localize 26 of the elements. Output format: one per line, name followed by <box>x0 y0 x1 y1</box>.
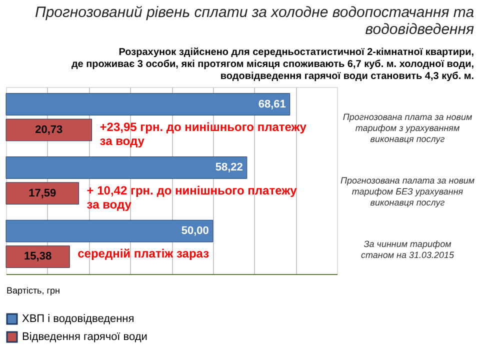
text: Розрахунок здійснено для середньостатистичної 2-кімнатної квартири, <box>118 47 474 58</box>
bar <box>6 156 248 179</box>
text: Прогнозований рівень сплати за холодне водопостачання та <box>34 4 474 21</box>
x-axis-title: Вартість, грн <box>6 286 60 296</box>
data-label: 68,61 <box>258 98 286 110</box>
bar <box>6 118 92 142</box>
annotation: середній платіж зараз <box>78 246 210 261</box>
data-label: 50,00 <box>181 225 209 238</box>
text: водовідведення гарячої води становить 4,3 куб. м. <box>220 71 474 82</box>
y-tick-label: За чинним тарифом станом на 31.03.2015 <box>360 238 456 260</box>
legend-label: Відведення гарячої води <box>22 331 148 343</box>
text: де проживає 3 особи, які протягом місяця споживають 6,7 куб. м. холодної води, <box>71 59 474 70</box>
bar <box>6 93 290 116</box>
data-label: 17,59 <box>28 187 56 200</box>
bar <box>6 182 80 205</box>
data-label: 15,38 <box>24 250 52 263</box>
legend-label: ХВП і водовідведення <box>22 313 134 325</box>
data-label: 58,22 <box>215 162 243 174</box>
annotation: +23,95 грн. до нинішнього платежу за воду <box>100 120 307 148</box>
y-tick-label: Прогнозована палата за новим тарифом БЕЗ урахування виконавця послуг <box>340 176 475 208</box>
bar <box>6 246 70 268</box>
data-label: 20,73 <box>35 124 63 136</box>
annotation: + 10,42 грн. до нинішнього платежу за воду <box>86 183 298 212</box>
bar <box>6 220 214 242</box>
text: водовідведення <box>365 21 474 38</box>
y-tick-label: Прогнозована плата за новим тарифом з урахуванням виконавця послуг <box>342 112 472 144</box>
